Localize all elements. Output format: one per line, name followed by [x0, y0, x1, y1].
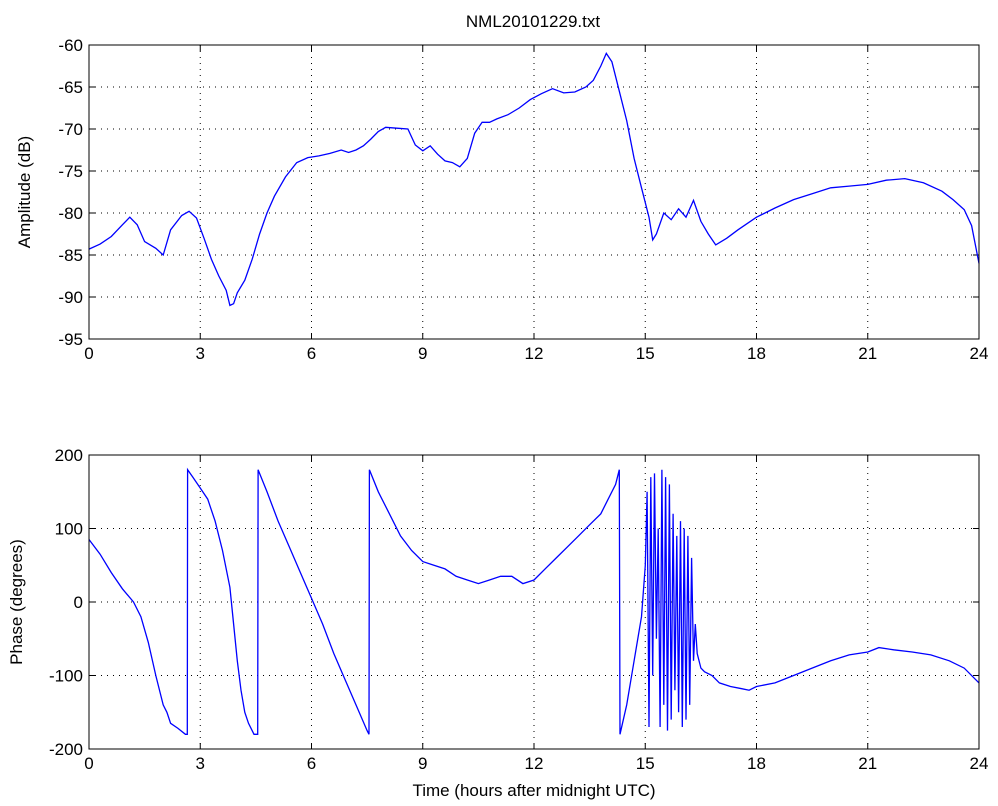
amplitude-y-tick-label: -70 — [58, 120, 83, 139]
amplitude-y-tick-label: -65 — [58, 78, 83, 97]
amplitude-x-tick-label: 18 — [747, 344, 766, 363]
amplitude-ticks: 0 3 6 9 12 15 18 21 24 -60 -65 -70 -75 -80 -85 -90 -95 — [58, 36, 988, 363]
amplitude-y-axis-label: Amplitude (dB) — [15, 136, 34, 248]
amplitude-grid — [89, 45, 979, 339]
amplitude-x-tick-label: 3 — [196, 344, 205, 363]
phase-y-tick-label: 100 — [55, 520, 83, 539]
amplitude-x-tick-label: 24 — [970, 344, 989, 363]
phase-x-tick-label: 3 — [196, 754, 205, 773]
amplitude-y-tick-label: -85 — [58, 246, 83, 265]
amplitude-y-tick-label: -80 — [58, 204, 83, 223]
phase-y-axis-label: Phase (degrees) — [7, 539, 26, 665]
phase-y-tick-label: -100 — [49, 667, 83, 686]
phase-ticks: 0 3 6 9 12 15 18 21 24 200 100 0 -100 -200 — [49, 446, 988, 773]
phase-plot-frame — [88, 454, 980, 750]
phase-x-tick-label: 6 — [307, 754, 316, 773]
phase-y-tick-label: 200 — [55, 446, 83, 465]
amplitude-x-tick-label: 9 — [418, 344, 427, 363]
phase-grid — [89, 455, 979, 749]
amplitude-y-tick-label: -95 — [58, 330, 83, 349]
amplitude-series-line — [88, 52, 980, 307]
amplitude-x-tick-label: 6 — [307, 344, 316, 363]
amplitude-x-tick-label: 12 — [525, 344, 544, 363]
amplitude-chart: 0 3 6 9 12 15 18 21 24 -60 -65 -70 -75 -80 -85 -90 -95 A… — [15, 36, 988, 363]
amplitude-y-tick-label: -60 — [58, 36, 83, 55]
amplitude-x-tick-label: 21 — [858, 344, 877, 363]
phase-chart: 0 3 6 9 12 15 18 21 24 200 100 0 -100 -200 Phase (deg… — [7, 446, 988, 800]
phase-series-line — [88, 467, 980, 735]
phase-y-tick-label: 0 — [74, 593, 83, 612]
phase-y-tick-label: -200 — [49, 740, 83, 759]
phase-x-axis-label: Time (hours after midnight UTC) — [412, 781, 655, 800]
phase-x-tick-label: 15 — [636, 754, 655, 773]
amplitude-y-tick-label: -90 — [58, 288, 83, 307]
phase-x-tick-label: 21 — [858, 754, 877, 773]
amplitude-y-tick-label: -75 — [58, 162, 83, 181]
phase-x-tick-label: 0 — [84, 754, 93, 773]
amplitude-x-tick-label: 15 — [636, 344, 655, 363]
phase-x-tick-label: 12 — [525, 754, 544, 773]
amplitude-x-tick-label: 0 — [84, 344, 93, 363]
phase-x-tick-label: 18 — [747, 754, 766, 773]
phase-x-tick-label: 9 — [418, 754, 427, 773]
amplitude-plot-frame — [88, 44, 980, 340]
chart-title: NML20101229.txt — [466, 12, 600, 31]
phase-x-tick-label: 24 — [970, 754, 989, 773]
